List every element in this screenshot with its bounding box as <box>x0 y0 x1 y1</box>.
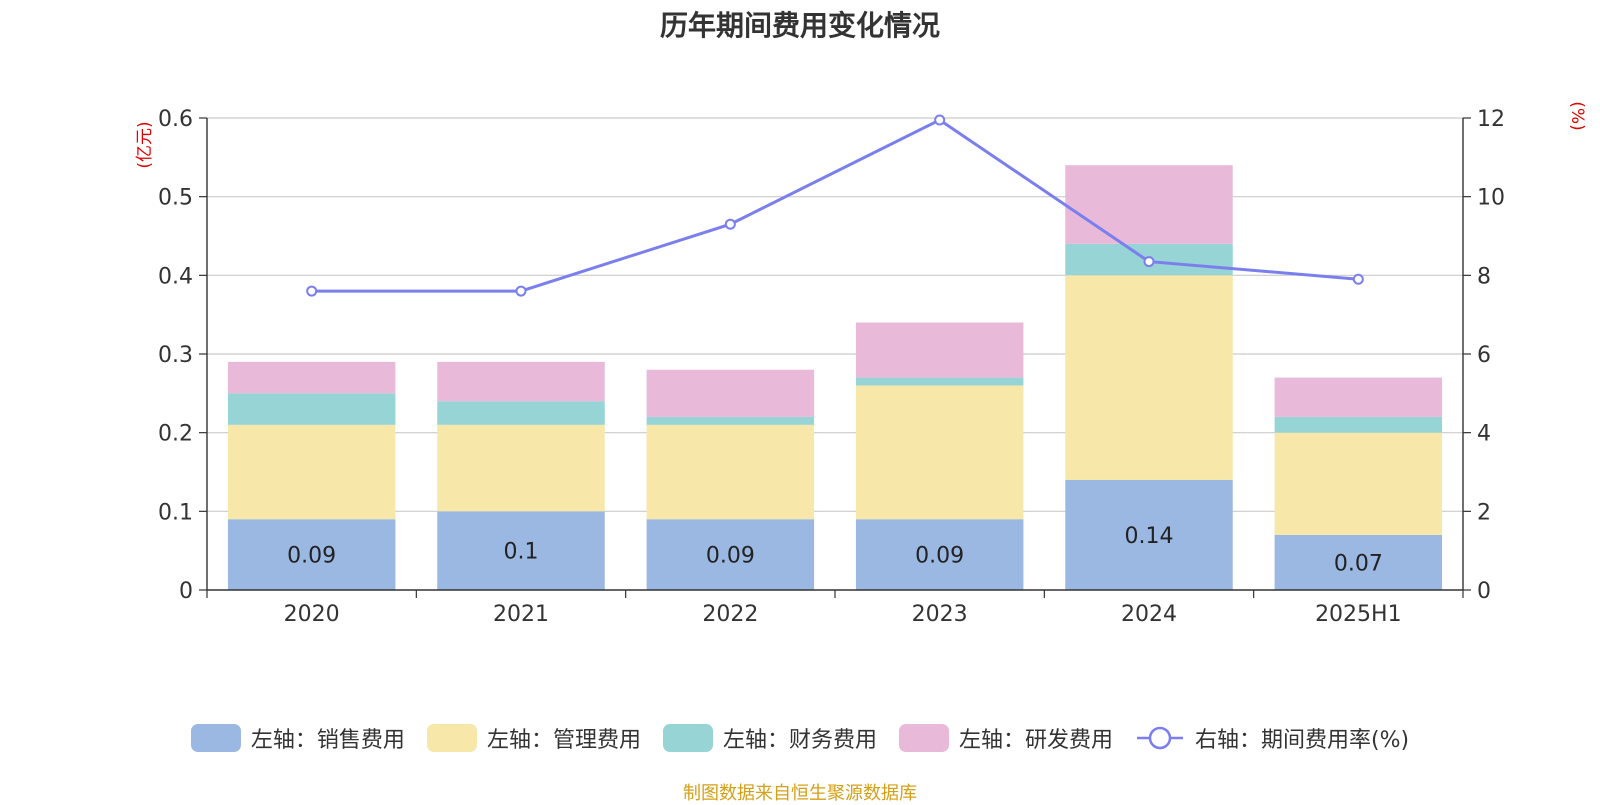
bar-segment-4 <box>1274 377 1443 417</box>
bar-layer <box>227 165 1443 590</box>
rate-point <box>1143 256 1155 268</box>
left-tick-label: 0.2 <box>158 422 193 447</box>
legend-item-1[interactable]: 左轴：销售费用 <box>190 722 405 754</box>
x-tick-label: 2021 <box>493 602 549 627</box>
left-tick-label: 0.5 <box>158 186 193 211</box>
bar-segment-4 <box>646 369 815 417</box>
legend-label: 左轴：销售费用 <box>250 728 405 753</box>
bar-segment-1 <box>437 511 605 590</box>
right-axis-unit: (%) <box>1567 101 1587 130</box>
rate-point <box>306 285 318 297</box>
data-labels: 0.09 0.1 0.09 0.09 0.14 0.07 <box>287 524 1383 577</box>
chart-title: 历年期间费用变化情况 <box>659 9 940 42</box>
bar-segment-1 <box>646 519 815 590</box>
rate-point <box>515 285 527 297</box>
right-tick-label: 4 <box>1477 422 1491 447</box>
x-tick-label: 2025H1 <box>1315 602 1402 627</box>
left-tick-label: 0.1 <box>158 500 193 525</box>
legend-label: 左轴：财务费用 <box>722 728 877 753</box>
right-tick-label: 2 <box>1477 500 1491 525</box>
grid-lines <box>207 117 1463 512</box>
bar-data-label: 0.1 <box>504 540 539 565</box>
bar-segment-3 <box>1274 416 1443 433</box>
axes: 0 0.1 0.2 0.3 0.4 0.5 0.6 0 2 4 6 8 10 12 2020 2021 2022… <box>135 101 1587 627</box>
bar-data-label: 0.07 <box>1334 551 1383 576</box>
right-tick-label: 10 <box>1477 186 1505 211</box>
bar-segment-4 <box>1065 165 1233 244</box>
right-tick-label: 8 <box>1477 264 1491 289</box>
rate-point <box>934 114 946 126</box>
x-tick-label: 2024 <box>1121 602 1177 627</box>
right-tick-label: 0 <box>1477 579 1491 604</box>
right-tick-label: 6 <box>1477 343 1491 368</box>
bar-segment-4 <box>227 361 396 394</box>
bar-data-label: 0.14 <box>1125 524 1174 549</box>
bar-segment-2 <box>437 424 605 512</box>
right-tick-label: 12 <box>1477 107 1505 132</box>
legend-line-marker <box>1136 726 1183 750</box>
left-tick-label: 0 <box>179 579 193 604</box>
bar-segment-3 <box>437 401 605 425</box>
left-tick-label: 0.3 <box>158 343 193 368</box>
left-axis-unit: (亿元) <box>135 121 155 168</box>
bar-segment-2 <box>1065 275 1233 480</box>
bar-segment-1 <box>227 519 396 590</box>
bar-data-label: 0.09 <box>287 544 336 569</box>
bar-segment-1 <box>855 519 1024 590</box>
legend: 左轴：销售费用 左轴：管理费用 左轴：财务费用 左轴：研发费用 右轴：期间费用率(%) <box>0 722 1600 754</box>
legend-label: 左轴：研发费用 <box>958 728 1113 753</box>
bar-segment-4 <box>855 322 1024 378</box>
bar-segment-3 <box>227 393 396 425</box>
legend-item-2[interactable]: 左轴：管理费用 <box>426 722 641 754</box>
bar-segment-3 <box>855 377 1024 386</box>
legend-label: 左轴：管理费用 <box>486 728 641 753</box>
legend-swatch <box>662 724 713 752</box>
rate-point <box>1352 273 1364 285</box>
left-tick-label: 0.6 <box>158 107 193 132</box>
rate-line <box>311 118 1359 293</box>
bar-segment-4 <box>437 361 605 402</box>
rate-point <box>724 218 736 230</box>
bar-segment-2 <box>855 385 1024 520</box>
bar-segment-1 <box>1274 534 1443 590</box>
x-tick-label: 2023 <box>912 602 968 627</box>
legend-item-4[interactable]: 左轴：研发费用 <box>898 722 1113 754</box>
bar-data-label: 0.09 <box>915 544 964 569</box>
legend-item-5[interactable]: 右轴：期间费用率(%) <box>1135 722 1409 754</box>
legend-item-3[interactable]: 左轴：财务费用 <box>662 722 877 754</box>
bar-data-label: 0.09 <box>706 544 755 569</box>
x-tick-label: 2022 <box>702 602 758 627</box>
bar-segment-1 <box>1065 479 1233 590</box>
left-tick-label: 0.4 <box>158 264 193 289</box>
source-note: 制图数据来自恒生聚源数据库 <box>683 783 917 804</box>
bar-segment-2 <box>1274 432 1443 535</box>
legend-swatch <box>898 724 949 752</box>
x-tick-label: 2020 <box>284 602 340 627</box>
legend-swatch <box>426 724 477 752</box>
bar-segment-2 <box>646 424 815 520</box>
legend-swatch <box>190 724 241 752</box>
bar-segment-3 <box>646 416 815 425</box>
line-layer <box>306 114 1364 297</box>
bar-segment-2 <box>227 424 396 520</box>
legend-label: 右轴：期间费用率(%) <box>1194 728 1410 753</box>
